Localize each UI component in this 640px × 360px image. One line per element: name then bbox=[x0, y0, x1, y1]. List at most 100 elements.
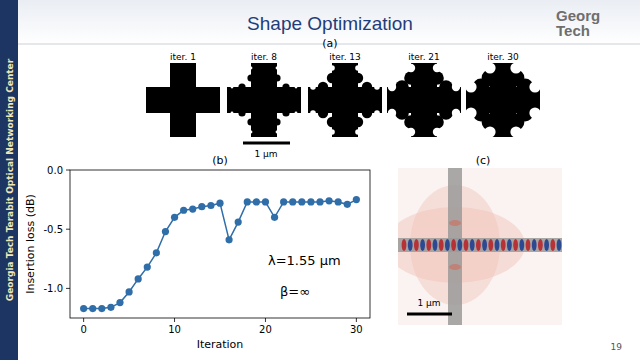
shape-bump bbox=[247, 118, 254, 125]
y-axis-label: Insertion loss (dB) bbox=[24, 194, 37, 294]
y-tick-label: -0.5 bbox=[43, 224, 63, 235]
data-point bbox=[216, 200, 223, 207]
field-lobe bbox=[470, 239, 475, 251]
field-lobe bbox=[476, 239, 481, 251]
panel-label: (b) bbox=[212, 154, 228, 167]
shape-bump bbox=[318, 82, 328, 92]
panel-label: (c) bbox=[476, 154, 491, 167]
field-lobe bbox=[519, 239, 524, 251]
x-tick bbox=[356, 318, 357, 322]
sidebar-text: Georgia Tech Terabit Optical Networking … bbox=[5, 58, 15, 301]
scale-bar-label: 1 μm bbox=[254, 149, 277, 159]
shape-notch bbox=[388, 83, 396, 91]
shape-notch bbox=[231, 86, 234, 89]
data-point bbox=[144, 263, 151, 270]
series-line bbox=[84, 200, 357, 309]
data-point bbox=[298, 198, 305, 205]
data-point bbox=[135, 275, 142, 282]
shape bbox=[146, 63, 220, 137]
x-axis-label: Iteration bbox=[197, 338, 244, 351]
x-tick bbox=[174, 318, 175, 322]
shape-notch bbox=[484, 126, 495, 137]
field-lobe bbox=[414, 239, 419, 251]
shape bbox=[308, 63, 382, 137]
logo-text: Tech bbox=[556, 22, 590, 39]
field-lobe bbox=[532, 239, 537, 251]
data-point bbox=[344, 201, 351, 208]
data-point bbox=[280, 198, 287, 205]
shape-notch bbox=[310, 84, 316, 90]
shape-bump bbox=[327, 73, 337, 83]
shape-notch bbox=[355, 65, 361, 71]
shape-notch bbox=[433, 64, 441, 72]
shape-bump bbox=[327, 117, 337, 127]
iteration-label: iter. 1 bbox=[170, 52, 196, 62]
shape-notch bbox=[310, 110, 316, 116]
data-group bbox=[80, 196, 360, 312]
y-tick-label: -1.0 bbox=[43, 283, 63, 294]
shape-notch bbox=[276, 131, 279, 134]
x-tick-label: 0 bbox=[80, 324, 86, 335]
shape-notch bbox=[484, 62, 495, 73]
shape-notch bbox=[374, 110, 380, 116]
scale-bar bbox=[407, 313, 452, 316]
shape-notch bbox=[510, 126, 521, 137]
shape-bump bbox=[353, 117, 363, 127]
shape-bump bbox=[247, 74, 254, 81]
shape-notch bbox=[465, 107, 476, 118]
x-tick-label: 30 bbox=[350, 324, 363, 335]
shape-notch bbox=[407, 64, 415, 72]
field-lobe bbox=[507, 239, 512, 251]
scale-bar-label: 1 μm bbox=[417, 298, 440, 308]
shape-bump bbox=[318, 108, 328, 118]
shape-arm bbox=[251, 63, 277, 137]
shape-notch bbox=[231, 112, 234, 115]
shape-bump bbox=[353, 73, 363, 83]
field-lobe bbox=[513, 239, 518, 251]
shape-notch bbox=[510, 62, 521, 73]
x-tick-label: 10 bbox=[168, 324, 181, 335]
y-tick-label: 0.0 bbox=[47, 165, 63, 176]
shape-notch bbox=[250, 131, 253, 134]
shape-bump bbox=[430, 71, 444, 85]
page-number: 19 bbox=[611, 342, 623, 352]
shape-arm bbox=[170, 63, 196, 137]
field-lobe bbox=[408, 239, 413, 251]
annotation: λ=1.55 μm bbox=[268, 253, 341, 268]
data-point bbox=[244, 198, 251, 205]
data-point bbox=[153, 249, 160, 256]
x-tick-label: 20 bbox=[259, 324, 272, 335]
shape-bump bbox=[404, 71, 418, 85]
data-point bbox=[335, 198, 342, 205]
field-map bbox=[398, 168, 562, 325]
field-lobe bbox=[550, 239, 555, 251]
shape-notch bbox=[374, 84, 380, 90]
shape-bump bbox=[404, 115, 418, 129]
shape-notch bbox=[295, 86, 298, 89]
field-lobe bbox=[451, 239, 456, 251]
annotation: β=∞ bbox=[280, 284, 310, 299]
iteration-label: iter. 8 bbox=[251, 52, 277, 62]
data-point bbox=[235, 218, 242, 225]
shape-notch bbox=[433, 128, 441, 136]
shape bbox=[227, 63, 301, 137]
waveguide bbox=[398, 238, 562, 252]
field-lobe bbox=[538, 239, 543, 251]
shape bbox=[387, 63, 461, 137]
shape-notch bbox=[465, 81, 476, 92]
sidebar bbox=[0, 0, 18, 360]
field-lobe bbox=[433, 239, 438, 251]
iteration-label: iter. 21 bbox=[408, 52, 440, 62]
field-lobe bbox=[457, 239, 462, 251]
field-lobe bbox=[544, 239, 549, 251]
shape bbox=[465, 62, 540, 137]
shape-bump bbox=[362, 108, 372, 118]
data-point bbox=[171, 214, 178, 221]
data-point bbox=[125, 288, 132, 295]
shape-notch bbox=[329, 129, 335, 135]
field-lobe bbox=[420, 239, 425, 251]
data-point bbox=[253, 198, 260, 205]
shape-bump bbox=[238, 83, 245, 90]
shape-notch bbox=[529, 81, 540, 92]
field-lobe bbox=[557, 239, 562, 251]
